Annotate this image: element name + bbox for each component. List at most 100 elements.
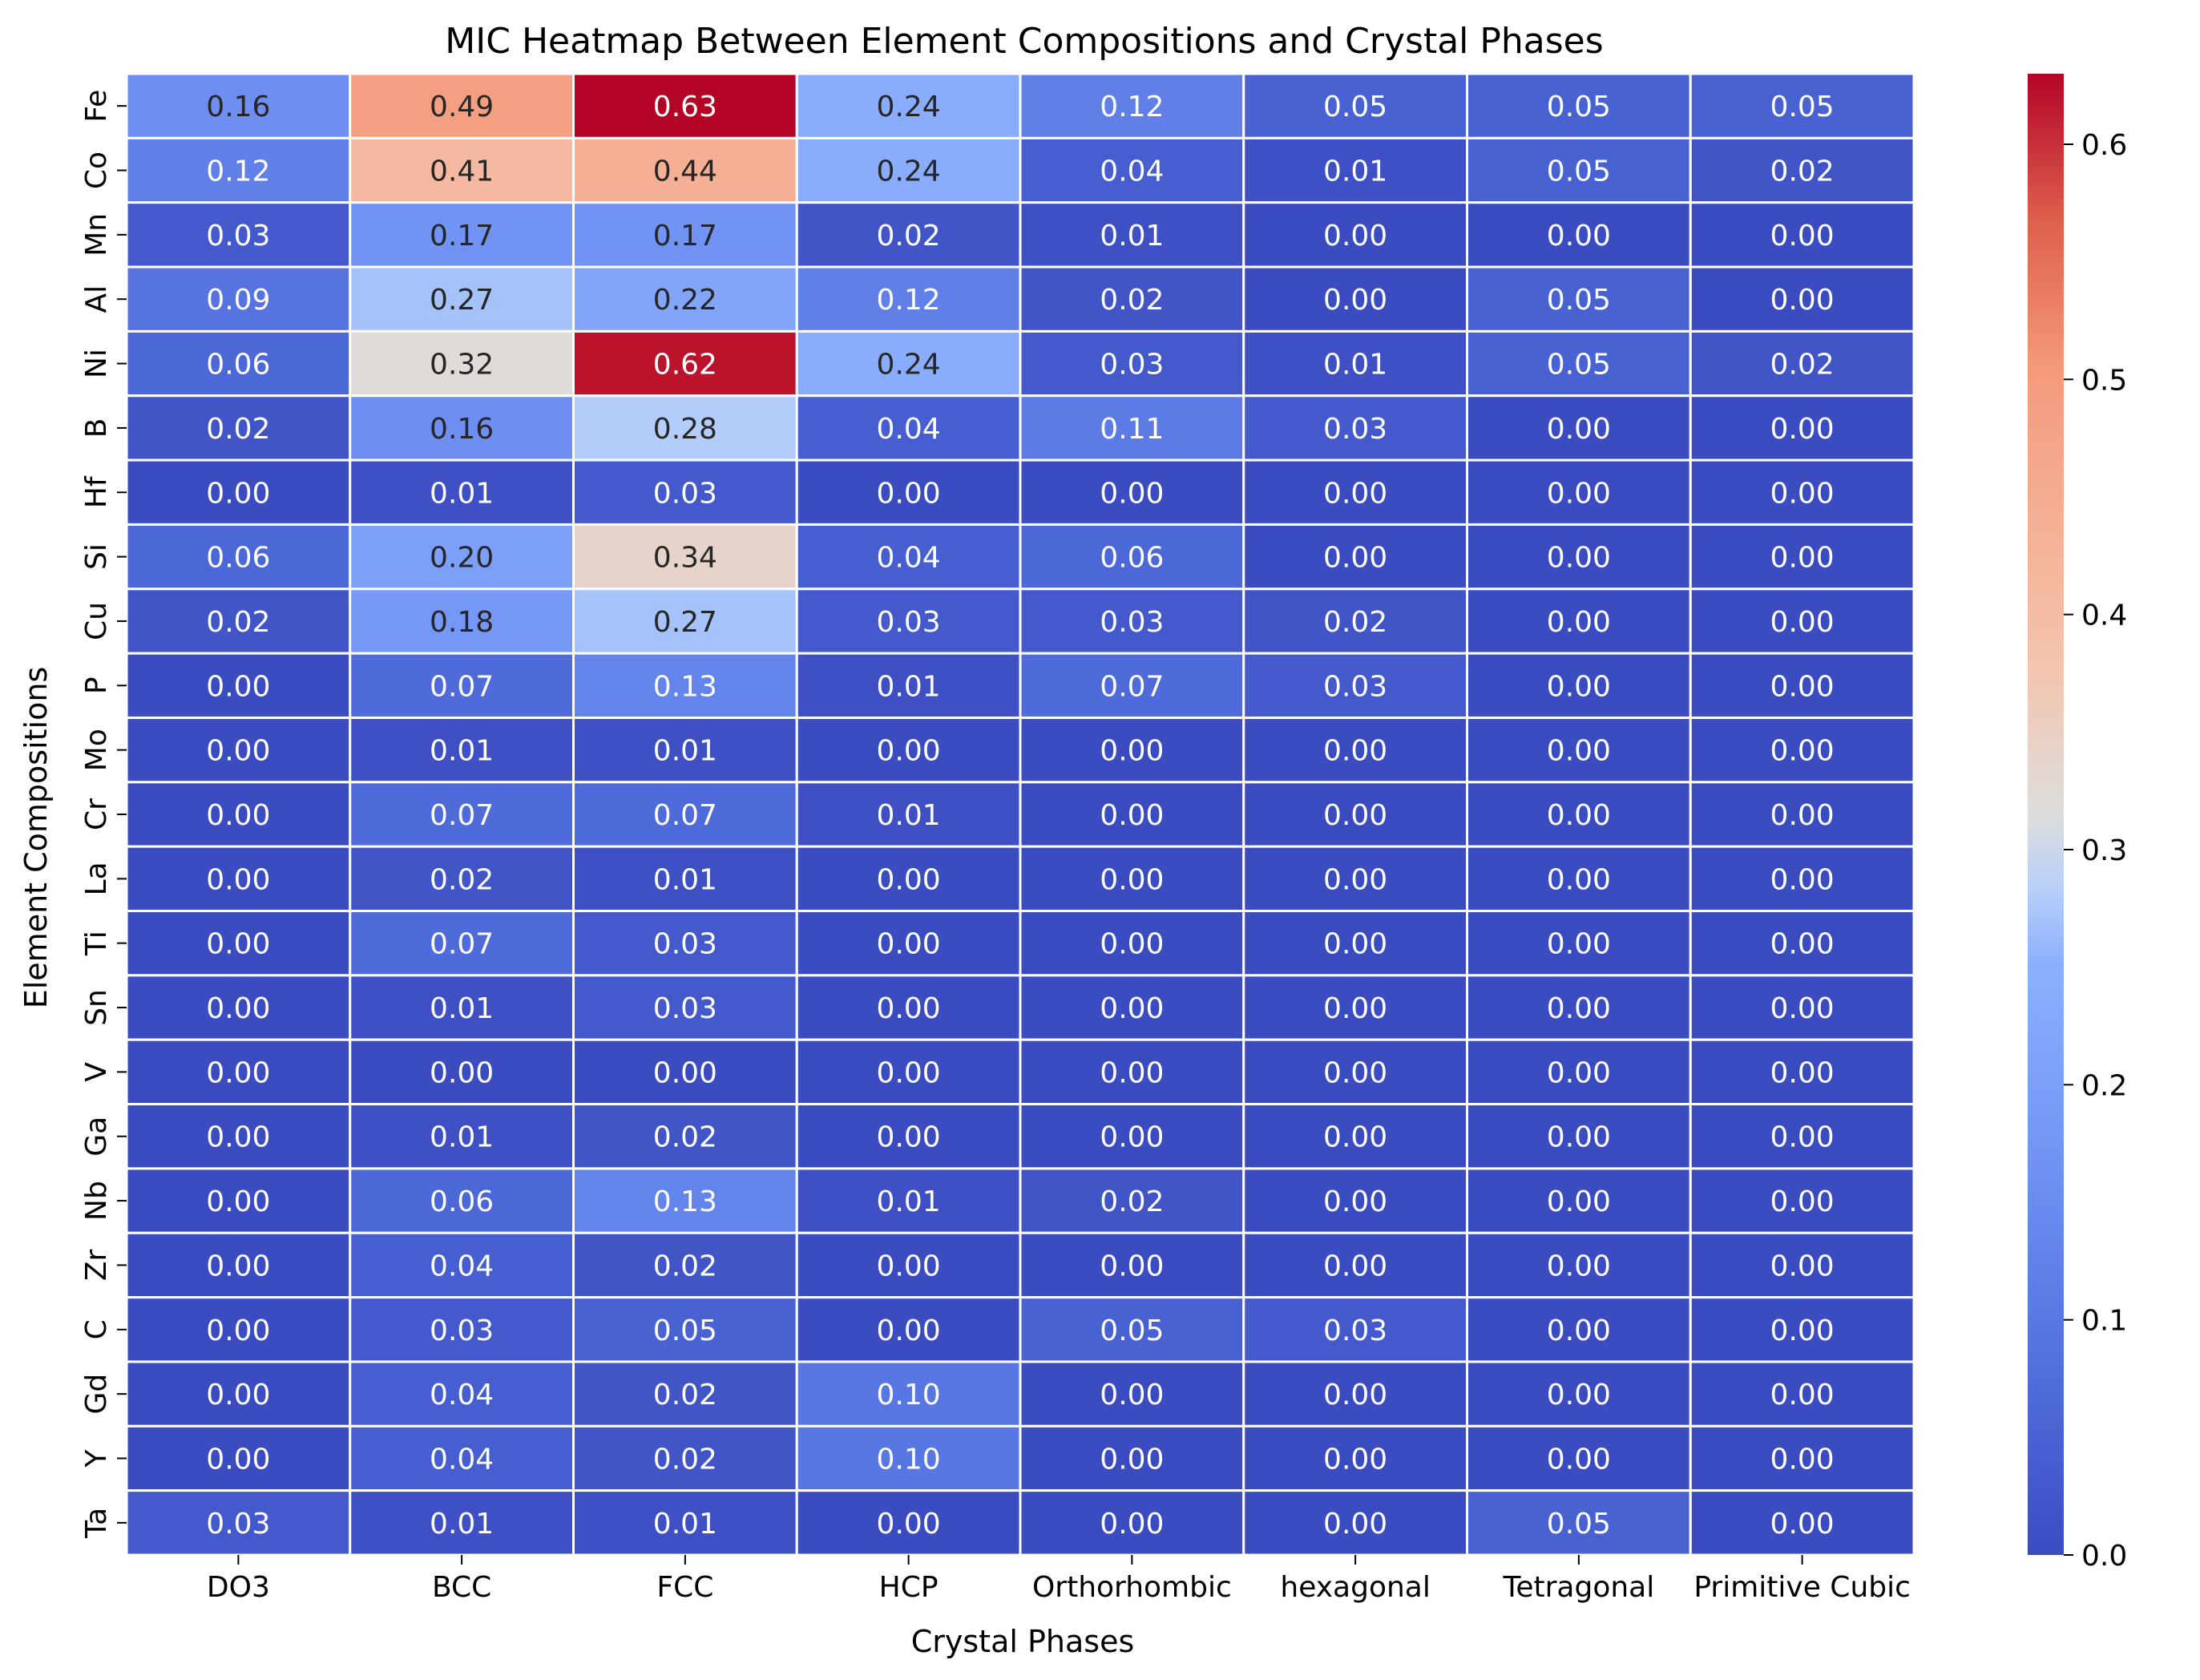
x-tick-label: Orthorhombic bbox=[1032, 1571, 1232, 1604]
cell-value-label: 0.00 bbox=[877, 477, 941, 510]
cell-value-label: 0.11 bbox=[1100, 413, 1164, 446]
heatmap-cell bbox=[572, 652, 798, 719]
heatmap-cell bbox=[349, 1038, 575, 1106]
cell-value-label: 0.00 bbox=[1770, 863, 1835, 896]
cell-value-label: 0.00 bbox=[1770, 1443, 1835, 1476]
heatmap-cell bbox=[125, 1360, 352, 1428]
cell-value-label: 0.04 bbox=[877, 542, 941, 575]
cell-value-label: 0.00 bbox=[1100, 1121, 1164, 1154]
cell-value-label: 0.00 bbox=[1323, 1250, 1387, 1282]
cell-value-label: 0.00 bbox=[1770, 477, 1835, 510]
colorbar-tick-label: 0.5 bbox=[2081, 364, 2127, 397]
cell-value-label: 0.00 bbox=[1770, 799, 1835, 832]
heatmap-cell bbox=[1242, 974, 1468, 1041]
y-tick-label: Ta bbox=[80, 1508, 113, 1539]
cell-value-label: 0.00 bbox=[1547, 735, 1611, 768]
cell-value-label: 0.03 bbox=[1323, 670, 1387, 703]
cell-value-label: 0.00 bbox=[1100, 863, 1164, 896]
heatmap-cell bbox=[1019, 652, 1245, 719]
cell-value-label: 0.03 bbox=[877, 606, 941, 639]
y-tick-label: Y bbox=[80, 1448, 113, 1468]
heatmap-cell bbox=[1689, 72, 1915, 139]
y-tick-label: Gd bbox=[80, 1374, 113, 1415]
cell-value-label: 0.00 bbox=[1547, 1379, 1611, 1411]
cell-value-label: 0.00 bbox=[1770, 928, 1835, 961]
cell-value-label: 0.01 bbox=[430, 477, 494, 510]
cell-value-label: 0.22 bbox=[653, 284, 717, 317]
cell-value-label: 0.49 bbox=[430, 91, 494, 123]
cell-value-label: 0.03 bbox=[653, 477, 717, 510]
cell-value-label: 0.00 bbox=[1323, 928, 1387, 961]
y-tick-label: Nb bbox=[80, 1181, 113, 1221]
cell-value-label: 0.02 bbox=[206, 413, 270, 446]
x-tick-label: DO3 bbox=[207, 1571, 270, 1604]
heatmap-cell bbox=[1242, 1038, 1468, 1106]
heatmap-cell bbox=[125, 910, 352, 977]
heatmap-cell bbox=[1019, 458, 1245, 526]
cell-value-label: 0.13 bbox=[653, 1185, 717, 1218]
cell-value-label: 0.03 bbox=[206, 220, 270, 252]
cell-value-label: 0.01 bbox=[877, 799, 941, 832]
cell-value-label: 0.32 bbox=[430, 349, 494, 382]
cell-value-label: 0.03 bbox=[653, 992, 717, 1025]
heatmap-cell bbox=[572, 523, 798, 591]
cell-value-label: 0.24 bbox=[877, 349, 941, 382]
heatmap-cell bbox=[1242, 72, 1468, 139]
heatmap-cell bbox=[572, 1038, 798, 1106]
cell-value-label: 0.00 bbox=[1100, 1379, 1164, 1411]
cell-value-label: 0.00 bbox=[1323, 863, 1387, 896]
cell-value-label: 0.00 bbox=[1770, 1056, 1835, 1089]
cell-value-label: 0.00 bbox=[1547, 1056, 1611, 1089]
cell-value-label: 0.12 bbox=[877, 284, 941, 317]
heatmap-cell bbox=[1466, 974, 1692, 1041]
cell-value-label: 0.01 bbox=[430, 992, 494, 1025]
colorbar-tick-label: 0.2 bbox=[2081, 1069, 2127, 1102]
cell-value-label: 0.00 bbox=[877, 1315, 941, 1347]
cell-value-label: 0.00 bbox=[1323, 1443, 1387, 1476]
heatmap-cell bbox=[572, 1296, 798, 1363]
cell-value-label: 0.17 bbox=[430, 220, 494, 252]
cell-value-label: 0.00 bbox=[1323, 284, 1387, 317]
heatmap-cell bbox=[1689, 394, 1915, 462]
cell-value-label: 0.00 bbox=[877, 735, 941, 768]
heatmap-cell bbox=[1019, 1424, 1245, 1492]
heatmap-cell bbox=[572, 265, 798, 333]
heatmap-cell bbox=[572, 974, 798, 1041]
cell-value-label: 0.02 bbox=[653, 1250, 717, 1282]
cell-value-label: 0.00 bbox=[1100, 735, 1164, 768]
heatmap-cell bbox=[1689, 1231, 1915, 1299]
colorbar: 0.0 0.1 0.2 0.3 0.4 0.5 0.6 bbox=[2028, 74, 2127, 1573]
y-axis-label: Element Compositions bbox=[18, 667, 54, 1009]
chart-title: MIC Heatmap Between Element Compositions… bbox=[445, 21, 1603, 62]
y-tick-label: Zr bbox=[80, 1250, 113, 1282]
cell-value-label: 0.00 bbox=[1323, 220, 1387, 252]
cell-value-label: 0.00 bbox=[1547, 1315, 1611, 1347]
cell-value-label: 0.16 bbox=[430, 413, 494, 446]
y-tick-label: C bbox=[80, 1319, 113, 1339]
cell-value-label: 0.07 bbox=[1100, 670, 1164, 703]
y-tick-label: La bbox=[80, 862, 113, 895]
x-tick-label: Primitive Cubic bbox=[1693, 1571, 1911, 1604]
cell-value-label: 0.00 bbox=[1100, 1250, 1164, 1282]
cell-value-label: 0.28 bbox=[653, 413, 717, 446]
colorbar-tick-label: 0.3 bbox=[2081, 834, 2127, 867]
cell-value-label: 0.04 bbox=[430, 1250, 494, 1282]
cell-value-label: 0.05 bbox=[1770, 91, 1835, 123]
cell-value-label: 0.00 bbox=[206, 1056, 270, 1089]
cell-value-label: 0.06 bbox=[430, 1185, 494, 1218]
x-tick-label: hexagonal bbox=[1280, 1571, 1430, 1604]
heatmap-cell bbox=[1019, 265, 1245, 333]
heatmap-cell bbox=[349, 845, 575, 913]
cell-value-label: 0.00 bbox=[206, 1315, 270, 1347]
cell-value-label: 0.04 bbox=[430, 1443, 494, 1476]
heatmap-cell bbox=[1019, 588, 1245, 655]
cell-value-label: 0.04 bbox=[877, 413, 941, 446]
cell-value-label: 0.00 bbox=[1323, 992, 1387, 1025]
heatmap-cell bbox=[1689, 1296, 1915, 1363]
cell-value-label: 0.03 bbox=[430, 1315, 494, 1347]
cell-value-label: 0.03 bbox=[1323, 413, 1387, 446]
heatmap-cell bbox=[795, 1296, 1022, 1363]
cell-value-label: 0.01 bbox=[653, 863, 717, 896]
heatmap-cell bbox=[349, 201, 575, 269]
heatmap-cell bbox=[1689, 1103, 1915, 1170]
